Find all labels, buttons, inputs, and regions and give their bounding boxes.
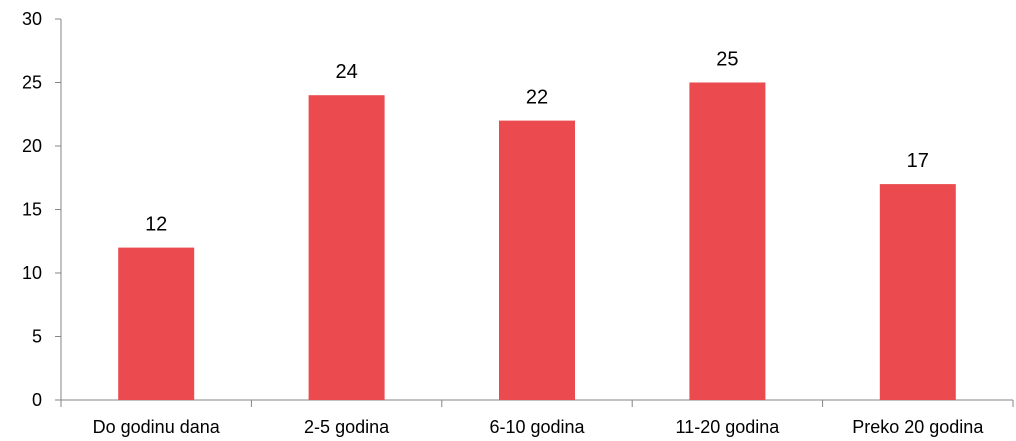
x-category-label: 6-10 godina <box>489 417 585 437</box>
y-tick-label: 25 <box>22 73 42 93</box>
data-label: 25 <box>716 49 738 71</box>
bar <box>308 95 385 400</box>
bar <box>689 82 766 400</box>
x-category-label: Do godinu dana <box>93 417 221 437</box>
bars <box>118 82 956 400</box>
data-label: 12 <box>145 214 167 236</box>
bar <box>879 184 956 400</box>
y-tick-label: 30 <box>22 9 42 29</box>
data-label: 24 <box>335 61 357 83</box>
bar <box>118 247 195 400</box>
data-label: 22 <box>526 87 548 109</box>
data-label: 17 <box>907 150 929 172</box>
y-tick-label: 0 <box>32 390 42 410</box>
y-tick-label: 15 <box>22 200 42 220</box>
data-labels: 12 24 22 25 17 <box>145 49 929 236</box>
y-tick-label: 10 <box>22 263 42 283</box>
x-axis: Do godinu dana 2-5 godina 6-10 godina 11-20… <box>60 399 1014 437</box>
bar <box>499 120 575 400</box>
y-axis: 0 5 10 15 20 25 30 <box>22 9 62 410</box>
x-category-label: 11-20 godina <box>676 417 781 437</box>
y-tick-label: 20 <box>22 136 42 156</box>
x-category-label: 2-5 godina <box>304 417 390 437</box>
y-tick-label: 5 <box>32 327 42 347</box>
x-category-label: Preko 20 godina <box>852 417 984 437</box>
